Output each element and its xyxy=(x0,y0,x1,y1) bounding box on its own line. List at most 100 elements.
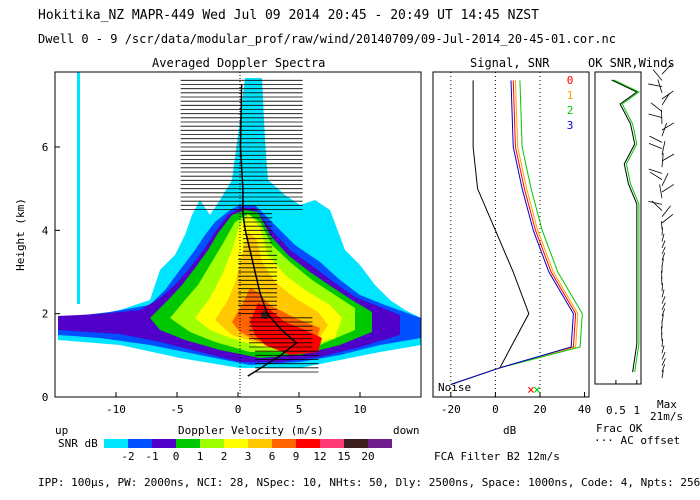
colorbar-label: 6 xyxy=(269,450,276,463)
max-speed-label: 21m/s xyxy=(650,410,684,423)
snr-xlabel: dB xyxy=(503,424,517,437)
wind-arrow xyxy=(661,63,672,75)
wind-arrow xyxy=(661,314,664,323)
wind-arrow xyxy=(648,83,663,87)
up-label: up xyxy=(55,424,69,437)
snr-series-Noise xyxy=(450,80,530,385)
colorbar-label: -1 xyxy=(145,450,158,463)
y-tick-label: 4 xyxy=(42,224,49,237)
header-line-2: Dwell 0 - 9 /scr/data/modular_prof/raw/w… xyxy=(38,32,616,46)
wind-arrow xyxy=(661,141,666,155)
wind-arrow xyxy=(661,122,675,131)
snr-x-tick-label: 40 xyxy=(578,403,591,416)
colorbar-swatch xyxy=(344,439,368,448)
colorbar-label: 15 xyxy=(337,450,350,463)
spectra-ylabel: Height (km) xyxy=(13,198,27,271)
colorbar-swatch xyxy=(368,439,392,448)
wind-arrow xyxy=(661,90,674,100)
wind-arrow xyxy=(661,338,664,348)
wind-arrow xyxy=(648,200,663,205)
x-tick-label: 5 xyxy=(296,403,303,416)
max-label: Max xyxy=(657,398,677,411)
wind-arrow xyxy=(660,109,663,124)
x-tick-label: -10 xyxy=(106,403,126,416)
ac-offset-label: ··· AC offset xyxy=(594,434,681,447)
wind-arrow xyxy=(661,205,671,218)
colorbar-label: 1 xyxy=(197,450,204,463)
colorbar: -2 -1 0 1 2 3 6 9 12 15 20 xyxy=(104,439,392,463)
y-tick-label: 0 xyxy=(42,391,49,404)
wind-arrow xyxy=(661,308,666,317)
filter-label: FCA Filter B2 12m/s xyxy=(434,450,560,463)
colorbar-title: SNR dB xyxy=(58,437,98,450)
wind-arrow xyxy=(661,351,666,360)
colorbar-swatch xyxy=(104,439,128,448)
x-tick-label: 0 xyxy=(235,403,242,416)
spectra-xlabel: Doppler Velocity (m/s) xyxy=(178,424,324,437)
snr-x-tick-label: 20 xyxy=(533,403,546,416)
wind-arrow xyxy=(649,135,663,143)
wind-arrow xyxy=(660,270,663,279)
snr-title: Signal, SNR xyxy=(470,56,550,70)
wind-arrow xyxy=(661,252,666,261)
snr-series-0 xyxy=(450,80,577,385)
colorbar-label: 2 xyxy=(221,450,228,463)
wind-arrow xyxy=(661,173,669,186)
noise-label: Noise xyxy=(438,381,472,394)
spectra-panel: -10 -5 0 5 10 0 2 4 6 xyxy=(42,71,422,416)
wind-arrow xyxy=(661,153,675,162)
wind-arrow xyxy=(661,358,666,366)
wind-arrow xyxy=(661,93,670,106)
wind-arrow xyxy=(648,142,663,149)
colorbar-swatch xyxy=(320,439,344,448)
wind-arrow xyxy=(648,113,663,118)
wind-arrow xyxy=(661,246,666,255)
colorbar-swatch xyxy=(128,439,152,448)
wind-arrow xyxy=(661,370,664,379)
snr-legend-1: 1 xyxy=(567,89,574,102)
wind-arrow xyxy=(661,258,664,267)
noise-x-marker: × xyxy=(527,383,535,398)
colorbar-label: 9 xyxy=(293,450,300,463)
params-footer: IPP: 100µs, PW: 2000ns, NCI: 28, NSpec: … xyxy=(38,476,700,489)
wind-arrow xyxy=(661,289,665,298)
wind-arrow xyxy=(650,102,663,112)
snr-series-2 xyxy=(450,80,583,385)
snr-legend-0: 0 xyxy=(567,74,574,87)
colorbar-swatch xyxy=(176,439,200,448)
wind-arrow xyxy=(661,364,666,372)
peak-profile xyxy=(239,84,298,377)
snr-legend-3: 3 xyxy=(567,119,574,132)
snr-panel: -20 0 20 40 0 1 2 3 × × xyxy=(432,71,591,416)
colorbar-swatch xyxy=(152,439,176,448)
wind-arrow xyxy=(661,184,675,193)
wind-arrow xyxy=(661,283,664,292)
snr-x-tick-label: -20 xyxy=(441,403,461,416)
winds-title: OK SNR,Winds xyxy=(588,56,675,70)
y-tick-label: 6 xyxy=(42,141,49,154)
wind-arrow xyxy=(648,168,663,174)
wind-arrow xyxy=(661,345,665,354)
y-tick-label: 2 xyxy=(42,308,49,321)
x-tick-label: 10 xyxy=(353,403,366,416)
colorbar-label: 12 xyxy=(313,450,326,463)
colorbar-swatch xyxy=(248,439,272,448)
x-tick-label: -5 xyxy=(170,403,183,416)
colorbar-label: -2 xyxy=(121,450,134,463)
colorbar-label: 0 xyxy=(173,450,180,463)
winds-panel: 0.5 1 xyxy=(594,63,675,417)
wind-arrow xyxy=(649,171,663,180)
wind-arrow xyxy=(661,227,663,236)
snr-x-tick-label: 0 xyxy=(492,403,499,416)
wind-arrow xyxy=(661,122,668,137)
wind-vectors xyxy=(648,63,675,379)
colorbar-label: 3 xyxy=(245,450,252,463)
frac-ok-label: Frac OK xyxy=(596,422,643,435)
colorbar-swatch xyxy=(224,439,248,448)
wind-arrow xyxy=(652,69,663,81)
wind-x-tick-label: 1 xyxy=(634,404,641,417)
down-label: down xyxy=(393,424,420,437)
wind-arrow xyxy=(661,296,666,304)
colorbar-label: 20 xyxy=(361,450,374,463)
frac-ok-line-green xyxy=(613,79,640,373)
